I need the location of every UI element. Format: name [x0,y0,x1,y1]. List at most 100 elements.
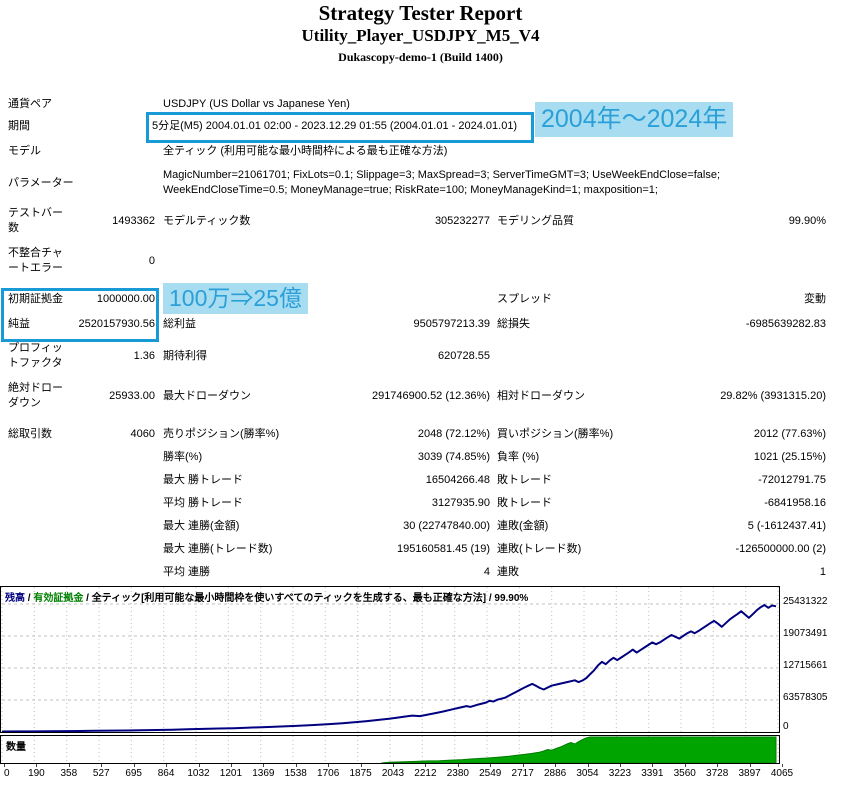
row-value: 変動 [804,293,826,305]
row-label: 勝率(%) [163,451,203,463]
table-row-win-rate: 勝率(%) 3039 (74.85%) 負率 (%) 1021 (25.15%) [0,450,841,466]
row-label: 連敗 [497,566,519,578]
legend-balance-label: 残高 [5,593,25,604]
table-row-symbol: 通貨ペア USDJPY (US Dollar vs Japanese Yen) [0,97,841,113]
x-axis-tick [198,764,200,767]
x-axis-tick [166,764,168,767]
row-label: 不整合チャ ートエラー [8,247,63,274]
x-axis-tick-label: 190 [28,768,45,779]
period-highlight-box [146,112,534,143]
row-label: 敗トレード [497,497,552,509]
table-row-bars: テストバー 数 1493362 モデルティック数 305232277 モデリング… [0,206,841,236]
x-axis-tick-label: 3897 [738,768,761,779]
x-axis-tick-label: 4065 [770,768,794,779]
x-axis-tick [36,764,38,767]
row-label: テストバー 数 [8,207,63,234]
x-axis-tick-label: 527 [92,768,110,779]
row-value: 291746900.52 (12.36%) [371,390,490,402]
row-value: 4060 [130,428,155,440]
volume-chart [1,736,779,763]
row-value: 29.82% (3931315.20) [720,390,826,402]
row-label: 期待利得 [163,350,207,362]
row-value: 2520157930.56 [78,318,155,330]
x-axis-tick-label: 1875 [349,768,372,779]
legend-model-label: 全ティック[利用可能な最小時間枠を使いすべてのティックを生成する、最も正確な方法… [91,593,487,604]
row-label: モデル [8,145,41,157]
x-axis-tick [619,764,621,767]
x-axis-tick [360,764,362,767]
x-axis-tick [522,764,524,767]
x-axis-tick-label: 2549 [479,768,502,779]
y-axis-tick-label: 12715661 [783,660,828,671]
row-label: 敗トレード [497,474,552,486]
x-axis-tick-label: 358 [60,768,78,779]
report-server-build: Dukascopy-demo-1 (Build 1400) [338,50,503,64]
row-label: 最大ドローダウン [163,390,251,402]
row-label: 純益 [8,318,30,330]
row-value: 0 [148,255,155,267]
row-value: 全ティック (利用可能な最小時間枠による最も正確な方法) [163,145,448,157]
row-label: 総損失 [497,318,530,330]
x-axis-tick-label: 2380 [446,768,469,779]
x-axis-tick [749,764,751,767]
table-row-profit-factor: プロフィッ トファクタ 1.36 期待利得 620728.55 [0,341,841,371]
row-label: 相対ドローダウン [497,390,585,402]
x-axis-tick [230,764,232,767]
x-axis-tick-label: 695 [125,768,142,779]
balance-chart [1,587,779,732]
row-value: 3127935.90 [431,497,490,509]
x-axis-tick-label: 1201 [219,768,243,779]
table-row-max-consecutive-amount: 最大 連勝(金額) 30 (22747840.00) 連敗(金額) 5 (-16… [0,519,841,535]
row-value: 99.90% [788,215,826,227]
x-axis-tick [587,764,589,767]
table-row-drawdown: 絶対ドロー ダウン 25933.00 最大ドローダウン 291746900.52… [0,381,841,411]
y-axis-tick-label: 63578305 [783,692,828,703]
row-value: 30 (22747840.00) [403,520,490,532]
x-axis-tick-label: 3560 [673,768,696,779]
row-value: 9505797213.39 [413,318,490,330]
x-axis-tick [684,764,686,767]
row-label: プロフィッ トファクタ [8,342,63,369]
row-label: 売りポジション(勝率%) [163,428,280,440]
row-label: 連敗(トレード数) [497,543,582,555]
x-axis-tick-label: 0 [4,768,10,779]
x-axis-tick [457,764,459,767]
y-axis-tick-label: 25431322 [783,596,828,607]
x-axis-tick-label: 2717 [511,768,534,779]
x-axis-tick-label: 1706 [317,768,340,779]
report-title: Strategy Tester Report [318,1,523,25]
row-value: 1000000.00 [96,293,155,305]
row-value: -6985639282.83 [745,318,826,330]
row-value: 25933.00 [109,390,155,402]
row-value: 16504266.48 [425,474,490,486]
volume-chart-title: 数量 [6,742,26,753]
x-axis-tick-label: 1369 [252,768,275,779]
x-axis-tick [68,764,70,767]
row-label: 買いポジション(勝率%) [497,428,614,440]
period-annotation: 2004年～2024年 [535,102,734,137]
x-axis-tick-label: 2043 [381,768,405,779]
row-label: パラメーター [8,177,74,189]
row-label: 総取引数 [8,428,52,440]
row-label: モデルティック数 [163,215,251,227]
row-value: 1 [819,566,826,578]
x-axis-tick [717,764,719,767]
table-row-parameters: パラメーター MagicNumber=21061701; FixLots=0.1… [0,168,841,198]
row-value: 3039 (74.85%) [417,451,490,463]
row-label: 最大 連勝(金額) [163,520,240,532]
x-axis-tick-label: 3223 [608,768,632,779]
y-axis-tick-label: 0 [783,721,789,732]
row-label: 最大 連勝(トレード数) [163,543,273,555]
row-label: 初期証拠金 [8,293,63,305]
table-row-mismatch-errors: 不整合チャ ートエラー 0 [0,246,841,276]
chart-legend: 残高 / 有効証拠金 / 全ティック[利用可能な最小時間枠を使いすべてのティック… [5,593,529,604]
row-value: 2048 (72.12%) [417,428,490,440]
row-label: 最大 勝トレード [163,474,244,486]
row-label: 通貨ペア [8,98,52,110]
x-axis-tick [555,764,557,767]
x-axis-tick [490,764,492,767]
x-axis-tick-label: 2886 [543,768,567,779]
row-value: 1493362 [112,215,155,227]
row-value: MagicNumber=21061701; FixLots=0.1; Slipp… [163,169,721,196]
x-axis-tick [101,764,103,767]
